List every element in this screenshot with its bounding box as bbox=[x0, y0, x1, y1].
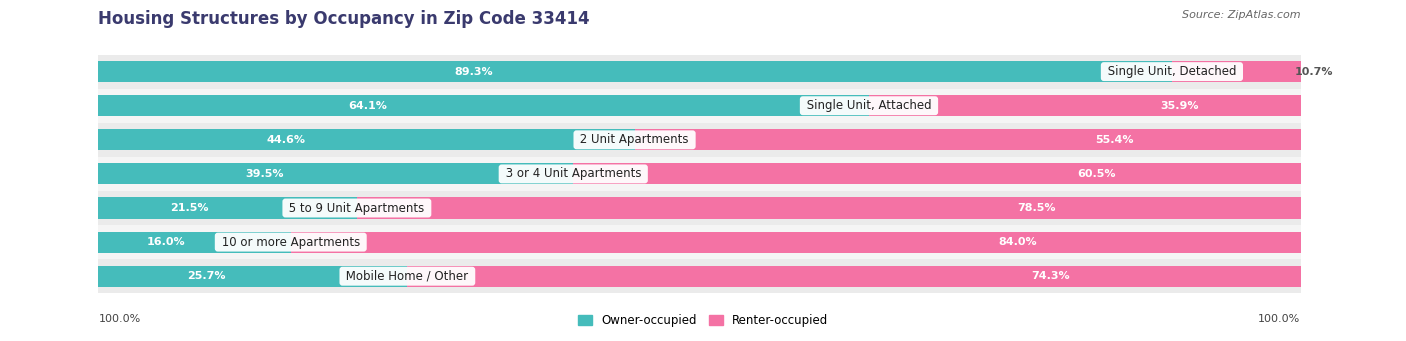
Text: 55.4%: 55.4% bbox=[1095, 135, 1133, 145]
Legend: Owner-occupied, Renter-occupied: Owner-occupied, Renter-occupied bbox=[572, 309, 834, 332]
Bar bbox=[98, 191, 1301, 225]
Bar bbox=[291, 232, 1301, 253]
Text: 2 Unit Apartments: 2 Unit Apartments bbox=[576, 133, 693, 146]
Bar bbox=[574, 163, 1301, 184]
Bar bbox=[98, 266, 408, 287]
Text: 35.9%: 35.9% bbox=[1160, 101, 1199, 111]
Text: 10.7%: 10.7% bbox=[1295, 66, 1333, 77]
Text: 21.5%: 21.5% bbox=[170, 203, 208, 213]
Bar bbox=[98, 95, 869, 116]
Bar bbox=[98, 123, 1301, 157]
Bar bbox=[98, 259, 1301, 293]
Bar bbox=[98, 55, 1301, 89]
Text: 100.0%: 100.0% bbox=[1258, 314, 1301, 324]
Bar bbox=[1173, 61, 1301, 82]
Text: Source: ZipAtlas.com: Source: ZipAtlas.com bbox=[1182, 10, 1301, 20]
Text: 10 or more Apartments: 10 or more Apartments bbox=[218, 236, 364, 249]
Text: 78.5%: 78.5% bbox=[1017, 203, 1056, 213]
Text: 5 to 9 Unit Apartments: 5 to 9 Unit Apartments bbox=[285, 202, 429, 214]
Bar bbox=[98, 232, 291, 253]
Bar bbox=[408, 266, 1301, 287]
Bar bbox=[98, 89, 1301, 123]
Bar bbox=[357, 197, 1301, 219]
Text: 89.3%: 89.3% bbox=[454, 66, 494, 77]
Text: 100.0%: 100.0% bbox=[98, 314, 141, 324]
Text: 39.5%: 39.5% bbox=[246, 169, 284, 179]
Text: 84.0%: 84.0% bbox=[998, 237, 1038, 247]
Text: 25.7%: 25.7% bbox=[187, 271, 226, 281]
Text: 64.1%: 64.1% bbox=[349, 101, 388, 111]
Text: 74.3%: 74.3% bbox=[1031, 271, 1070, 281]
Text: Mobile Home / Other: Mobile Home / Other bbox=[343, 270, 472, 283]
Bar bbox=[98, 61, 1173, 82]
Text: 3 or 4 Unit Apartments: 3 or 4 Unit Apartments bbox=[502, 167, 645, 180]
Bar bbox=[98, 129, 634, 150]
Text: Housing Structures by Occupancy in Zip Code 33414: Housing Structures by Occupancy in Zip C… bbox=[98, 10, 591, 28]
Bar bbox=[98, 225, 1301, 259]
Text: Single Unit, Detached: Single Unit, Detached bbox=[1104, 65, 1240, 78]
Bar bbox=[869, 95, 1301, 116]
Text: 16.0%: 16.0% bbox=[146, 237, 186, 247]
Bar bbox=[634, 129, 1301, 150]
Text: 60.5%: 60.5% bbox=[1077, 169, 1116, 179]
Bar bbox=[98, 157, 1301, 191]
Text: Single Unit, Attached: Single Unit, Attached bbox=[803, 99, 935, 112]
Text: 44.6%: 44.6% bbox=[267, 135, 305, 145]
Bar bbox=[98, 163, 574, 184]
Bar bbox=[98, 197, 357, 219]
